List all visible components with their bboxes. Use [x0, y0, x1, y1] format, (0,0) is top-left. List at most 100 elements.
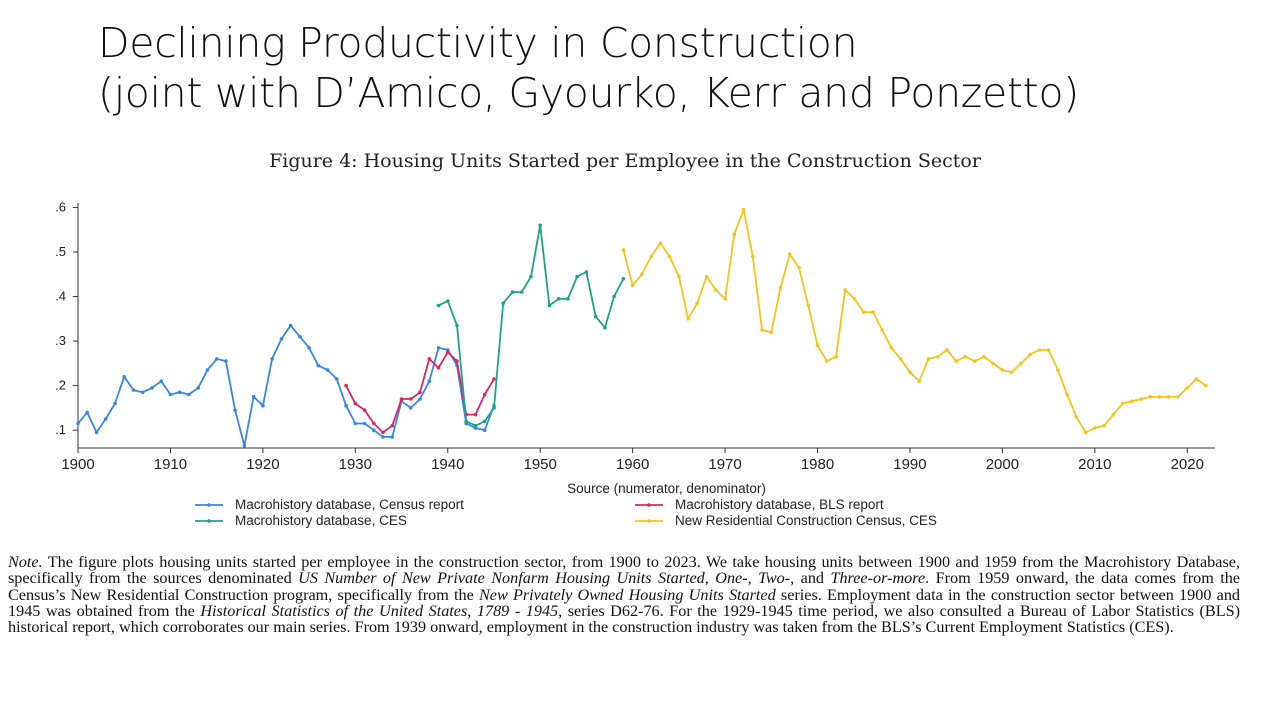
data-point — [94, 430, 99, 435]
data-point — [630, 283, 635, 288]
data-point — [1130, 399, 1134, 403]
legend-swatch-marker — [207, 503, 211, 507]
slide-title: Declining Productivity in Construction (… — [98, 18, 1258, 118]
data-point — [510, 290, 515, 294]
data-point — [418, 397, 422, 401]
data-point — [972, 359, 977, 363]
data-point — [584, 270, 589, 274]
data-point — [908, 370, 912, 375]
data-point — [131, 388, 136, 392]
data-point — [288, 323, 293, 328]
data-point — [113, 401, 117, 406]
data-point — [538, 223, 542, 228]
data-point — [492, 377, 496, 381]
x-tick-label: 1950 — [524, 456, 557, 473]
data-point — [307, 346, 311, 350]
data-point — [362, 408, 367, 412]
data-point — [880, 328, 884, 332]
data-point — [649, 254, 653, 259]
data-point — [714, 288, 718, 292]
data-point — [316, 363, 321, 368]
data-point — [1083, 430, 1088, 435]
data-point — [150, 386, 154, 390]
data-point — [547, 303, 552, 308]
data-point — [1139, 397, 1143, 401]
data-point — [788, 252, 792, 256]
data-point — [103, 417, 108, 421]
note-italic-2: Three-or-more — [830, 569, 926, 588]
data-point — [261, 403, 265, 408]
data-point — [603, 325, 607, 330]
data-point — [889, 346, 894, 350]
y-tick-label: .3 — [55, 333, 66, 348]
data-point — [1204, 383, 1208, 388]
data-point — [418, 390, 422, 395]
data-point — [251, 395, 256, 399]
data-point — [168, 392, 173, 397]
data-point — [372, 428, 376, 432]
data-point — [945, 348, 949, 352]
data-point — [446, 350, 450, 354]
data-point — [344, 383, 348, 388]
x-tick-label: 1990 — [893, 456, 926, 473]
data-point — [723, 297, 727, 301]
data-point — [621, 248, 626, 252]
data-point — [362, 421, 367, 426]
data-point — [446, 299, 450, 303]
legend-swatch-marker — [207, 519, 211, 523]
figure-caption: Figure 4: Housing Units Started per Empl… — [269, 150, 981, 172]
x-tick-label: 2010 — [1078, 456, 1111, 473]
line-chart: .1 .2 .3 .4 .5 .6 1900 1910 1920 1930 1940 1950 1960… — [55, 199, 1215, 528]
data-point — [1167, 395, 1171, 399]
data-point — [270, 357, 274, 361]
data-point — [1102, 423, 1106, 428]
data-point — [1065, 392, 1069, 397]
data-point — [963, 354, 968, 359]
data-point — [427, 357, 432, 361]
data-point — [1000, 368, 1005, 372]
data-point — [861, 310, 866, 314]
x-tick-label: 1960 — [616, 456, 649, 473]
data-point — [381, 430, 385, 435]
series-line — [438, 224, 625, 427]
note-text-3: . From 1959 onward, the data comes from … — [8, 569, 1240, 604]
x-tick-label: 2000 — [986, 456, 1019, 473]
data-point — [122, 374, 126, 379]
data-point — [593, 314, 598, 319]
data-point — [935, 354, 940, 359]
data-point — [1046, 348, 1051, 352]
y-tick-label: .4 — [55, 289, 66, 304]
data-point — [233, 408, 237, 412]
data-point — [529, 274, 533, 279]
x-tick-label: 1970 — [708, 456, 741, 473]
chart-axes: .1 .2 .3 .4 .5 .6 1900 1910 1920 1930 1940 1950 1960… — [55, 199, 1215, 473]
data-point — [335, 377, 339, 381]
data-point — [621, 276, 626, 281]
data-point — [1148, 395, 1153, 399]
data-point — [991, 361, 995, 366]
data-point — [140, 390, 145, 395]
note-text-5: , series D62-76. For the 1929-1945 time … — [8, 601, 1241, 637]
note-italic-3: New Privately Owned Housing Units Starte… — [479, 585, 776, 604]
series-3 — [436, 223, 626, 428]
data-point — [482, 392, 487, 397]
legend-swatch-marker — [647, 503, 651, 507]
data-point — [436, 346, 441, 350]
x-tick-label: 1980 — [801, 456, 834, 473]
data-point — [482, 419, 487, 424]
data-point — [741, 207, 746, 212]
data-point — [612, 294, 616, 299]
x-tick-label: 1930 — [339, 456, 372, 473]
data-point — [658, 241, 663, 245]
data-point — [1157, 395, 1162, 399]
series-line — [77, 324, 495, 447]
data-point — [695, 301, 700, 305]
figure-note: Note. The figure plots housing units sta… — [8, 554, 1241, 637]
series-4 — [621, 207, 1208, 435]
legend-label: New Residential Construction Census, CES — [675, 513, 937, 528]
legend-label: Macrohistory database, BLS report — [675, 497, 884, 512]
data-point — [242, 444, 247, 448]
data-point — [871, 310, 875, 314]
data-point — [825, 359, 829, 363]
data-point — [815, 343, 820, 348]
